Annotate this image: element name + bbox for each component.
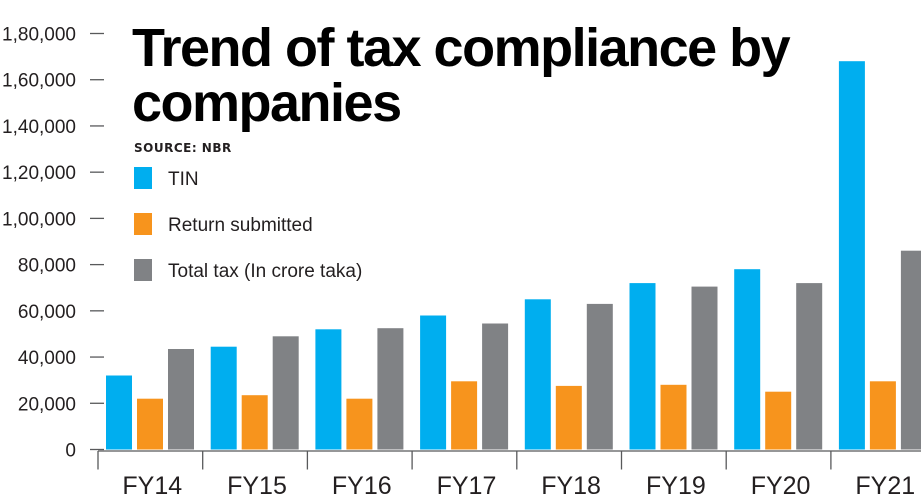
axis-layer: 0 20,000 40,000 60,000 80,000 1,00,000 1,20,00… bbox=[2, 25, 921, 500]
y-tick-label: 1,20,000 bbox=[2, 163, 76, 184]
y-tick-label: 1,00,000 bbox=[2, 209, 76, 230]
x-tick-label-fy19: FY19 bbox=[646, 472, 706, 500]
bar-fy20-tin bbox=[734, 269, 761, 450]
x-tick-label-fy17: FY17 bbox=[437, 472, 497, 500]
x-tick-label-fy14: FY14 bbox=[122, 472, 182, 500]
bar-fy20-total-tax-in-crore-taka bbox=[796, 283, 823, 450]
bar-fy16-tin bbox=[315, 329, 342, 450]
bar-fy14-return-submitted bbox=[137, 398, 163, 450]
bar-fy15-return-submitted bbox=[241, 395, 268, 450]
x-tick-label-fy20: FY20 bbox=[751, 472, 811, 500]
bar-fy19-tin bbox=[629, 283, 656, 450]
y-tick-label: 0 bbox=[65, 441, 76, 462]
bar-fy14-total-tax-in-crore-taka bbox=[168, 349, 194, 450]
bar-fy19-return-submitted bbox=[660, 384, 687, 450]
bar-fy20-return-submitted bbox=[765, 391, 792, 450]
y-tick-label: 60,000 bbox=[18, 302, 76, 323]
legend-swatch-tin bbox=[134, 167, 152, 189]
legend-swatch-return-submitted bbox=[134, 213, 152, 235]
bar-fy16-total-tax-in-crore-taka bbox=[377, 328, 404, 450]
bar-fy21-return-submitted bbox=[869, 381, 896, 450]
bar-fy21-tin bbox=[838, 61, 865, 450]
y-tick-label: 40,000 bbox=[18, 348, 76, 369]
x-tick-label-fy15: FY15 bbox=[227, 472, 287, 500]
y-tick-label: 80,000 bbox=[18, 256, 76, 277]
chart-source: SOURCE: NBR bbox=[134, 141, 232, 155]
chart-title: Trend of tax compliance by companies bbox=[132, 18, 792, 133]
x-tick-label-fy18: FY18 bbox=[541, 472, 601, 500]
legend-label: Return submitted bbox=[168, 215, 313, 236]
bar-fy16-return-submitted bbox=[346, 398, 373, 450]
x-tick-label-fy16: FY16 bbox=[332, 472, 392, 500]
y-tick-label: 1,60,000 bbox=[2, 71, 76, 92]
bar-fy17-return-submitted bbox=[451, 381, 478, 450]
chart-title-line-1: Trend of tax compliance by bbox=[132, 18, 791, 78]
bars-layer bbox=[106, 61, 921, 450]
bar-fy19-total-tax-in-crore-taka bbox=[691, 286, 718, 450]
y-tick-label: 1,80,000 bbox=[2, 25, 76, 46]
legend-swatch-total-tax-in-crore-taka bbox=[134, 259, 152, 281]
bar-fy18-tin bbox=[524, 299, 551, 450]
legend-label: TIN bbox=[168, 169, 199, 190]
bar-fy17-total-tax-in-crore-taka bbox=[482, 323, 509, 450]
bar-fy21-total-tax-in-crore-taka bbox=[900, 250, 921, 450]
bar-fy14-tin bbox=[106, 375, 132, 450]
bar-fy17-tin bbox=[420, 315, 447, 450]
bar-fy15-tin bbox=[210, 346, 237, 450]
legend-label: Total tax (In crore taka) bbox=[168, 261, 362, 282]
bar-fy18-total-tax-in-crore-taka bbox=[586, 303, 613, 450]
y-tick-label: 20,000 bbox=[18, 394, 76, 415]
chart-title-line-2: companies bbox=[132, 73, 401, 133]
y-tick-label: 1,40,000 bbox=[2, 117, 76, 138]
x-tick-label-fy21: FY21 bbox=[855, 472, 915, 500]
bar-fy15-total-tax-in-crore-taka bbox=[272, 336, 299, 450]
bar-fy18-return-submitted bbox=[555, 385, 582, 450]
chart-legend: TIN Return submitted Total tax (In crore t… bbox=[134, 167, 362, 282]
